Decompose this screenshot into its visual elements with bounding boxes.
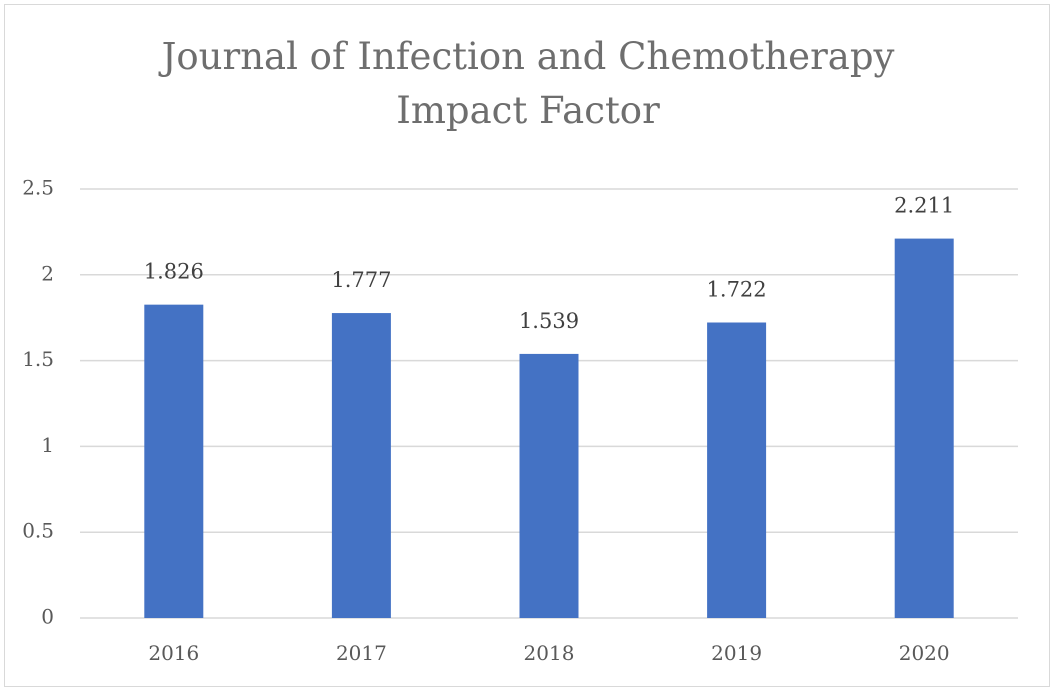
x-tick-label: 2020 <box>899 641 950 665</box>
x-tick-label: 2018 <box>524 641 575 665</box>
y-tick-label: 0 <box>41 605 54 629</box>
chart-title-line-2: Impact Factor <box>396 89 660 132</box>
chart-title: Journal of Infection and Chemotherapy Im… <box>0 30 1056 138</box>
bar-2020 <box>894 238 954 618</box>
x-tick-label: 2019 <box>711 641 762 665</box>
bar-2017 <box>331 313 391 618</box>
x-tick-label: 2016 <box>148 641 199 665</box>
data-label: 1.777 <box>331 268 391 292</box>
bar-2018 <box>519 353 579 618</box>
y-tick-label: 0.5 <box>22 519 54 543</box>
bar-2019 <box>707 322 767 618</box>
data-label: 1.539 <box>519 309 579 333</box>
y-tick-label: 2.5 <box>22 176 54 200</box>
bar-2016 <box>144 304 204 618</box>
data-label: 2.211 <box>894 194 954 218</box>
y-tick-label: 2 <box>41 261 54 285</box>
chart-title-line-1: Journal of Infection and Chemotherapy <box>161 35 895 78</box>
y-tick-label: 1 <box>41 433 54 457</box>
y-tick-label: 1.5 <box>22 347 54 371</box>
data-label: 1.722 <box>707 278 767 302</box>
x-tick-label: 2017 <box>336 641 387 665</box>
data-label: 1.826 <box>144 260 204 284</box>
